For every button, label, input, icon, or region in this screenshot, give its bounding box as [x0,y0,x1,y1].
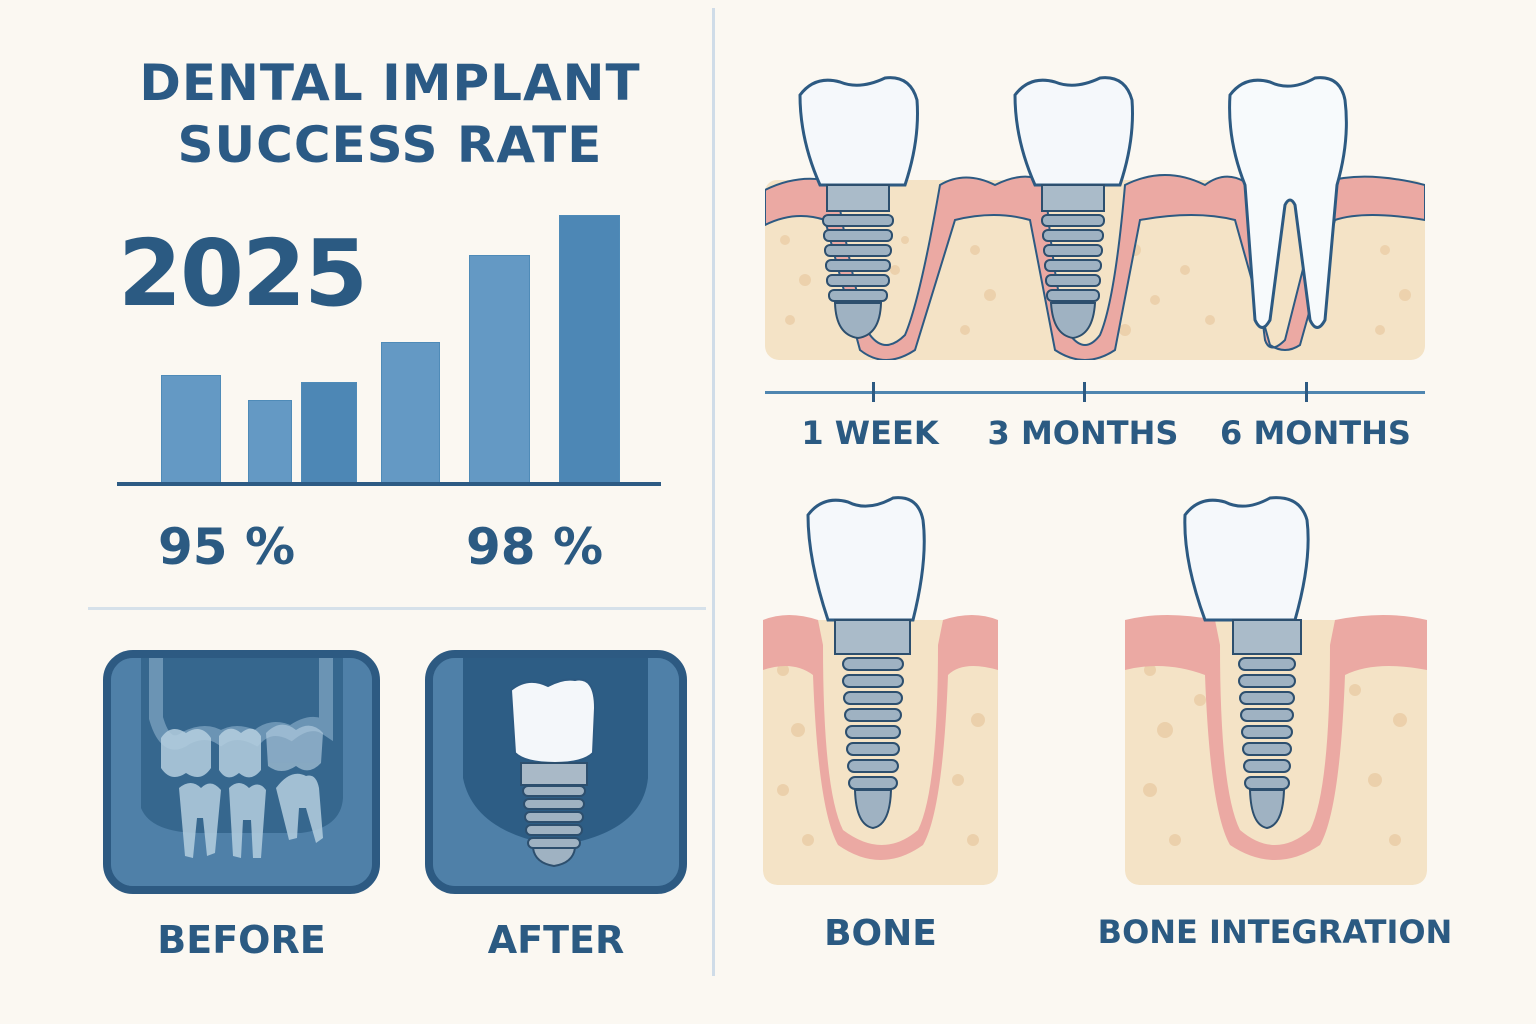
stage-label-1-week: 1 WEEK [801,414,939,452]
xray-implant-icon [433,658,679,886]
page-title: DENTAL IMPLANT SUCCESS RATE [90,52,690,176]
bar-chart [0,0,700,500]
bar-5 [469,255,530,483]
timeline-tick-2 [1083,382,1086,402]
implant-in-bone-icon [763,496,998,885]
bone-integration-panel-illustration [1125,490,1427,885]
bar-3 [301,382,357,483]
healing-timeline [765,382,1425,402]
chart-baseline [117,482,661,486]
after-xray-image [425,650,687,894]
year-label: 2025 [118,220,368,327]
horizontal-divider [88,607,706,610]
timeline-tick-1 [872,382,875,402]
after-label: AFTER [487,918,625,962]
title-line-1: DENTAL IMPLANT [139,54,641,112]
bar-6 [559,215,620,483]
implant-stages-icon [765,76,1425,360]
before-xray-image [103,650,380,894]
bar-2 [248,400,292,483]
stage-label-3-months: 3 MONTHS [987,414,1179,452]
healing-stages-illustration [765,70,1425,360]
stage-label-6-months: 6 MONTHS [1220,414,1411,452]
integrated-implant-icon [1125,496,1427,885]
title-line-2: SUCCESS RATE [177,116,603,174]
stat-95-percent: 95 % [158,518,296,576]
bar-4 [381,342,440,483]
before-label: BEFORE [157,918,326,962]
timeline-tick-3 [1305,382,1308,402]
xray-teeth-icon [111,658,372,886]
bar-1 [161,375,221,483]
stat-98-percent: 98 % [466,518,604,576]
bone-panel-illustration [763,490,998,885]
vertical-divider [712,8,715,976]
bone-integration-label: BONE INTEGRATION [1097,913,1453,951]
bone-label: BONE [824,913,937,954]
